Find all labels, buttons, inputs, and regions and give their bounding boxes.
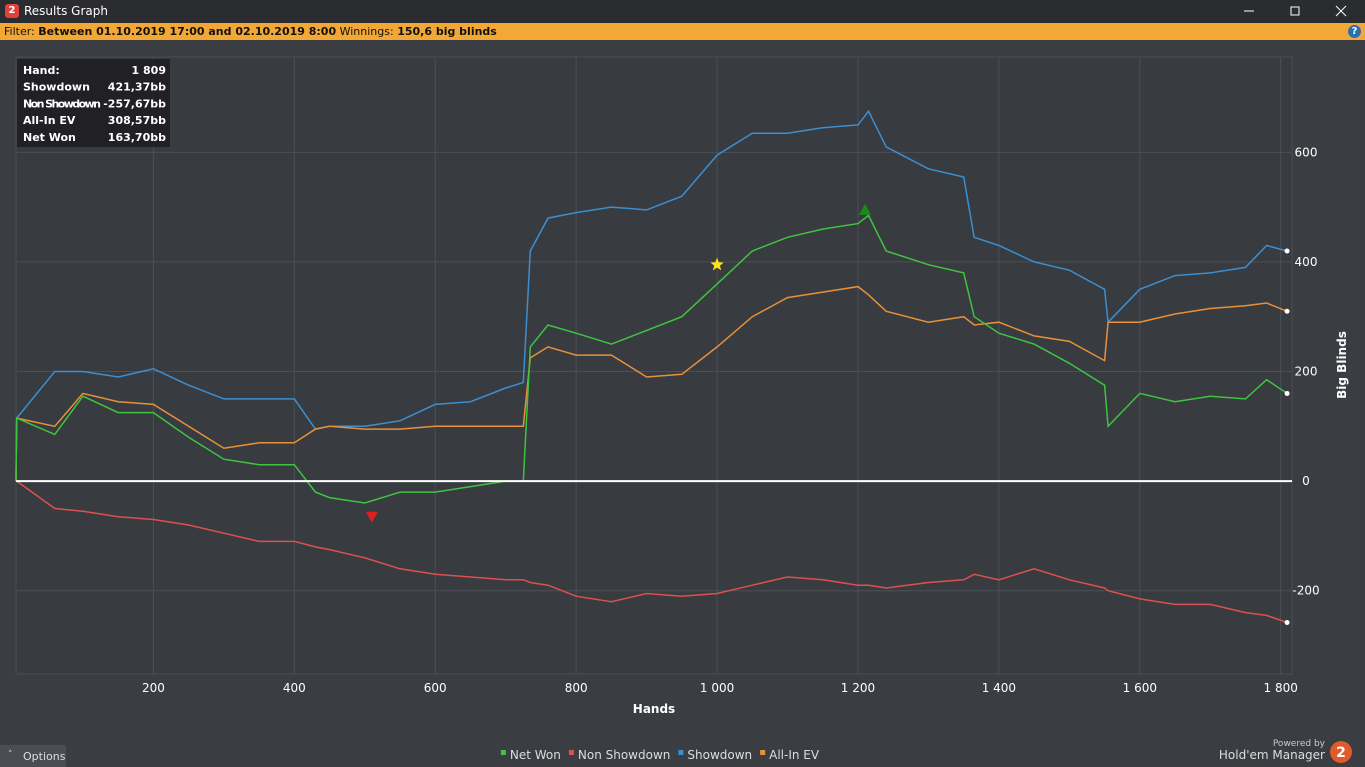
- x-tick-label: 600: [424, 681, 447, 695]
- legend-label: Showdown: [687, 748, 752, 762]
- marker: [710, 257, 724, 271]
- tooltip-value: 308,57bb: [108, 114, 166, 127]
- brand-logo: [1330, 741, 1352, 763]
- ticks: 200 400 600 800 1 000 1 200 1 400 1 600 1 800 -20…: [142, 145, 1320, 695]
- filter-bar: Filter: Between 01.10.2019 17:00 and 02.…: [0, 23, 1365, 40]
- y-axis-title: Big Blinds: [1335, 331, 1349, 399]
- x-tick-label: 1 200: [841, 681, 875, 695]
- filter-range: Between 01.10.2019 17:00 and 02.10.2019 …: [38, 25, 337, 38]
- y-tick-label: 400: [1295, 255, 1318, 269]
- tooltip-value: -257,67bb: [103, 97, 166, 110]
- legend-swatch: [568, 750, 574, 755]
- help-button[interactable]: ?: [1348, 25, 1361, 38]
- winnings-label: Winnings:: [339, 25, 394, 38]
- series-line: [16, 480, 1288, 624]
- legend-label: Net Won: [510, 748, 561, 762]
- tooltip-label: Showdown: [23, 81, 90, 94]
- title-bar: 2 Results Graph: [0, 0, 1365, 23]
- y-tick-label: -200: [1292, 584, 1319, 598]
- legend: Net Won Non Showdown Showdown All-In EV: [500, 748, 820, 762]
- end-dot: [1284, 248, 1290, 254]
- tooltip-label: Net Won: [23, 131, 76, 144]
- app-icon: 2: [5, 4, 19, 18]
- lines: [15, 109, 1292, 625]
- legend-swatch: [500, 750, 506, 755]
- tooltip-label: Non Showdown: [23, 97, 101, 110]
- brand: Hold'em Manager: [1219, 748, 1325, 762]
- tooltip-value: 1 809: [132, 64, 166, 77]
- tooltip-label: All-In EV: [23, 114, 76, 127]
- series-line: [15, 109, 1288, 482]
- x-tick-label: 1 800: [1264, 681, 1298, 695]
- window-title: Results Graph: [24, 4, 108, 18]
- options-button[interactable]: [0, 745, 66, 767]
- tooltip: Hand: 1 809 Showdown 421,37bb Non Showdown -2…: [17, 59, 170, 147]
- options-label[interactable]: Options: [23, 750, 66, 763]
- x-tick-label: 400: [283, 681, 306, 695]
- x-tick-label: 200: [142, 681, 165, 695]
- legend-swatch: [760, 750, 766, 755]
- tooltip-box: [17, 59, 170, 147]
- brand-logo-text: 2: [1336, 745, 1346, 761]
- winnings-value: 150,6 big blinds: [397, 25, 497, 38]
- window-controls: [1244, 5, 1347, 17]
- plot-area: [15, 56, 1293, 675]
- options-caret: ˄: [8, 750, 13, 760]
- powered-by: Powered by: [1273, 739, 1326, 749]
- tooltip-value: 163,70bb: [108, 131, 166, 144]
- close-x: [1335, 5, 1347, 17]
- x-tick-label: 1 400: [982, 681, 1016, 695]
- x-axis-title: Hands: [633, 702, 675, 716]
- restore[interactable]: [1290, 6, 1300, 16]
- legend-label: All-In EV: [769, 748, 820, 762]
- filter-label: Filter:: [4, 25, 35, 38]
- end-dot: [1284, 308, 1290, 314]
- y-tick-label: 200: [1295, 365, 1318, 379]
- marker: [859, 203, 872, 215]
- x-tick-label: 1 000: [700, 681, 734, 695]
- y-tick-label: 0: [1302, 474, 1310, 488]
- tooltip-value: 421,37bb: [108, 81, 166, 94]
- x-tick-label: 1 600: [1123, 681, 1157, 695]
- legend-label: Non Showdown: [578, 748, 671, 762]
- end-dot: [1284, 619, 1290, 625]
- y-tick-label: 600: [1295, 145, 1318, 159]
- marker: [365, 511, 378, 523]
- legend-swatch: [678, 750, 684, 755]
- grid: [16, 57, 1292, 674]
- end-dot: [1284, 390, 1290, 396]
- x-tick-label: 800: [565, 681, 588, 695]
- tooltip-label: Hand:: [23, 64, 60, 77]
- series-line: [15, 285, 1288, 482]
- series-line: [15, 214, 1288, 504]
